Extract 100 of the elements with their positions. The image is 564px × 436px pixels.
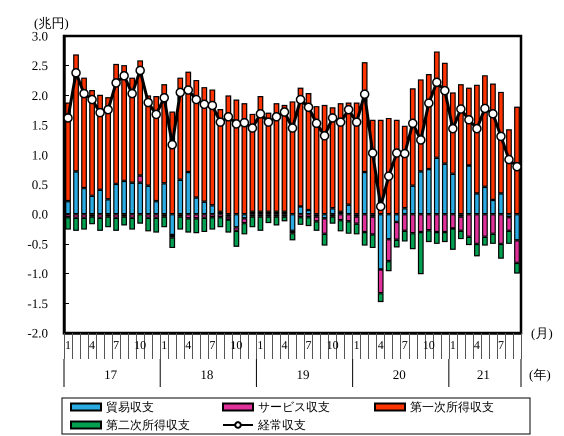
text: (年) <box>529 367 551 382</box>
point <box>103 104 113 114</box>
point <box>456 104 466 114</box>
point <box>256 109 266 119</box>
point <box>87 94 97 104</box>
point <box>504 154 514 164</box>
point <box>224 112 234 122</box>
point <box>143 98 153 108</box>
point <box>336 117 346 127</box>
y-tick-label: 0.5 <box>32 177 48 192</box>
point <box>464 115 474 124</box>
y-tick-label: -1.5 <box>27 296 48 311</box>
y-tick-label: -1.0 <box>27 266 48 282</box>
text: 18 <box>200 367 214 382</box>
point <box>63 113 73 123</box>
x-tick-label: 7 <box>306 338 312 352</box>
point <box>232 119 242 129</box>
point <box>79 88 89 98</box>
point <box>208 100 218 110</box>
point <box>448 124 458 134</box>
bar <box>169 237 176 248</box>
x-axis-title: (月) <box>531 326 553 340</box>
y-axis-title: (兆円) <box>34 16 69 31</box>
point <box>184 85 194 95</box>
text: 20 <box>392 367 406 382</box>
point <box>328 113 338 123</box>
bar <box>97 218 103 231</box>
x-tick-label: 4 <box>89 338 96 352</box>
bar <box>145 218 152 232</box>
point <box>424 98 434 108</box>
point <box>368 148 378 158</box>
bar <box>258 216 264 231</box>
x-tick-label: 4 <box>378 338 384 352</box>
point <box>95 108 105 118</box>
bar <box>233 230 240 247</box>
x-tick-label: 7 <box>209 338 216 352</box>
point <box>304 102 314 112</box>
point <box>416 135 426 145</box>
bar <box>217 217 224 228</box>
point <box>400 148 410 158</box>
bar <box>193 218 200 234</box>
text: 21 <box>476 367 490 382</box>
point <box>135 66 145 76</box>
bar <box>89 216 95 224</box>
point <box>71 68 81 78</box>
y-tick-label: -2.0 <box>27 326 48 340</box>
bar <box>153 218 160 233</box>
text: 19 <box>296 367 310 382</box>
x-tick-label: 1 <box>161 338 168 352</box>
text: 17 <box>104 367 118 382</box>
x-tick-label: 7 <box>402 338 408 352</box>
x-tick-label: 4 <box>185 338 192 352</box>
point <box>216 117 226 127</box>
x-tick-label: 1 <box>450 338 456 352</box>
point <box>296 94 306 104</box>
x-tick-label: 4 <box>281 338 288 352</box>
y-tick-label: 1.0 <box>32 147 48 162</box>
bar <box>177 216 184 230</box>
point <box>167 140 177 150</box>
bar <box>161 216 168 228</box>
bar <box>250 216 256 228</box>
y-tick-label: -0.5 <box>27 236 48 252</box>
bar <box>266 216 272 224</box>
bar <box>306 217 312 226</box>
x-tick-label: 1 <box>65 338 72 352</box>
point <box>320 131 330 141</box>
x-tick-label: 1 <box>257 338 264 352</box>
legend-label: 貿易収支 <box>106 400 154 414</box>
point <box>360 89 370 99</box>
point <box>344 104 354 114</box>
point <box>472 124 482 134</box>
bar <box>201 218 208 232</box>
bar <box>290 233 296 240</box>
legend-label: 第二次所得収支 <box>106 418 190 432</box>
bar <box>209 217 216 230</box>
bar <box>225 220 232 233</box>
point <box>384 171 394 181</box>
point <box>200 100 210 110</box>
point <box>488 109 498 119</box>
point <box>127 88 137 98</box>
x-tick-label: 7 <box>498 338 504 352</box>
y-tick-label: 1.5 <box>32 118 48 133</box>
point <box>408 118 418 128</box>
bar <box>129 218 136 230</box>
bar <box>330 216 336 224</box>
point <box>392 148 402 158</box>
point <box>151 110 161 120</box>
point <box>248 123 258 133</box>
bar <box>105 216 111 228</box>
point <box>440 86 450 96</box>
bar <box>298 217 304 225</box>
point <box>376 202 386 212</box>
point <box>176 88 186 98</box>
bar <box>113 218 119 231</box>
point <box>288 123 298 133</box>
x-tick-label: 1 <box>354 338 360 352</box>
point <box>280 107 290 117</box>
bar <box>185 218 192 233</box>
y-tick-label: 0.0 <box>32 206 48 222</box>
point <box>192 94 202 104</box>
